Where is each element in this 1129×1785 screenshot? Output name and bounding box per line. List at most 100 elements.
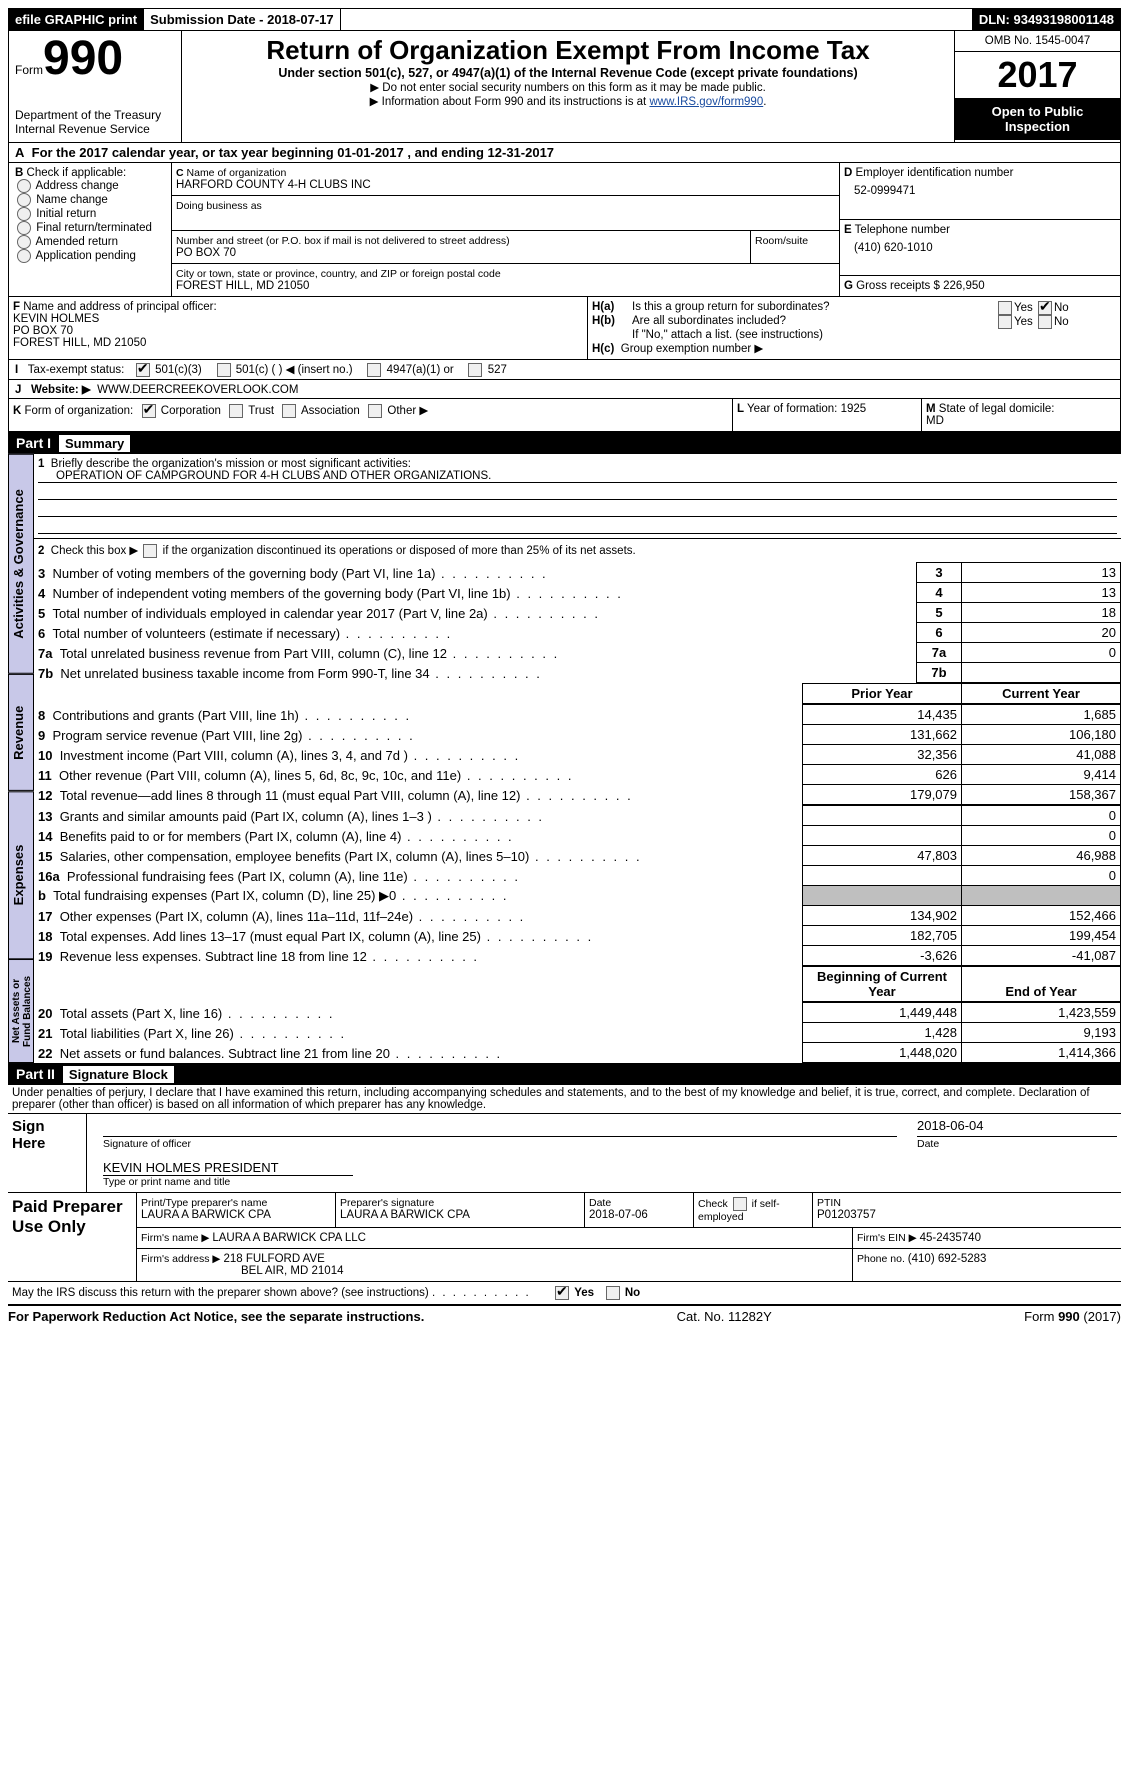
hc-text: Group exemption number ▶ (621, 343, 763, 355)
i-4947[interactable] (367, 363, 381, 377)
discuss-yes[interactable] (555, 1286, 569, 1300)
part1-body: Activities & Governance Revenue Expenses… (8, 454, 1121, 1063)
dept-line1: Department of the Treasury (15, 108, 175, 122)
gov-table: 3 Number of voting members of the govern… (34, 562, 1121, 683)
tab-governance: Activities & Governance (8, 454, 34, 674)
exp-table: 13 Grants and similar amounts paid (Part… (34, 805, 1121, 966)
firm-phone: (410) 692-5283 (908, 1253, 987, 1265)
gross-receipts: 226,950 (943, 280, 985, 292)
firm-name: LAURA A BARWICK CPA LLC (212, 1232, 366, 1244)
b-radio[interactable] (17, 207, 31, 221)
footer: For Paperwork Reduction Act Notice, see … (8, 1305, 1121, 1324)
state-domicile: MD (926, 415, 944, 427)
street-label: Number and street (or P.O. box if mail i… (176, 235, 746, 247)
form-title: Return of Organization Exempt From Incom… (192, 35, 944, 66)
b-item: Name change (15, 193, 165, 207)
sig-officer-label: Signature of officer (103, 1136, 897, 1150)
mission: OPERATION OF CAMPGROUND FOR 4-H CLUBS AN… (38, 470, 1117, 483)
tab-revenue: Revenue (8, 674, 34, 791)
submission-cell: Submission Date - 2018-07-17 (144, 9, 341, 30)
box-b: B Check if applicable: Address change Na… (9, 163, 172, 296)
k-assoc[interactable] (282, 404, 296, 418)
phone: (410) 620-1010 (844, 236, 1116, 260)
b-radio[interactable] (17, 221, 31, 235)
b-radio[interactable] (17, 235, 31, 249)
subtitle-2: Do not enter social security numbers on … (192, 80, 944, 94)
i-501c[interactable] (217, 363, 231, 377)
dln-label: DLN: (979, 12, 1014, 27)
line-a-end: 12-31-2017 (488, 145, 555, 160)
part2-header: Part IISignature Block (8, 1063, 1121, 1085)
dln-value: 93493198001148 (1013, 12, 1114, 27)
b-item: Initial return (15, 207, 165, 221)
box-deg: D Employer identification number 52-0999… (839, 163, 1120, 296)
dba-label: Doing business as (176, 200, 835, 212)
b-radio[interactable] (17, 193, 31, 207)
prep-name: LAURA A BARWICK CPA (141, 1209, 331, 1221)
efile-label: efile GRAPHIC print (9, 9, 144, 30)
form990-link[interactable]: www.IRS.gov/form990 (649, 96, 763, 108)
header-mid: Return of Organization Exempt From Incom… (182, 31, 954, 142)
ha-yes[interactable] (998, 301, 1012, 315)
subtitle-3a: Information about Form 990 and its instr… (370, 96, 650, 108)
paid-label: Paid Preparer Use Only (8, 1193, 136, 1281)
header-left: Form990 Department of the Treasury Inter… (9, 31, 182, 142)
tax-year: 2017 (955, 52, 1120, 98)
open-to-public: Open to Public Inspection (955, 98, 1120, 140)
j-label: Website: ▶ (31, 384, 91, 396)
h-note: If "No," attach a list. (see instruction… (592, 329, 1116, 341)
box-h: H(a)Is this a group return for subordina… (588, 297, 1120, 359)
topbar: efile GRAPHIC print Submission Date - 20… (8, 8, 1121, 31)
firm-ein: 45-2435740 (920, 1232, 981, 1244)
hb-yes[interactable] (998, 315, 1012, 329)
fh-block: F Name and address of principal officer:… (8, 297, 1121, 360)
form-number: 990 (43, 32, 123, 85)
discuss-no[interactable] (606, 1286, 620, 1300)
room-label: Room/suite (755, 235, 835, 247)
city: FOREST HILL, MD 21050 (176, 280, 835, 292)
dln-cell: DLN: 93493198001148 (973, 9, 1120, 30)
self-emp-check[interactable] (733, 1197, 747, 1211)
cat-no: Cat. No. 11282Y (677, 1309, 772, 1324)
l2-checkbox[interactable] (143, 544, 157, 558)
rev-table: 8 Contributions and grants (Part VIII, l… (34, 704, 1121, 805)
dept-line2: Internal Revenue Service (15, 122, 175, 136)
k-trust[interactable] (229, 404, 243, 418)
box-c: C Name of organization HARFORD COUNTY 4-… (172, 163, 839, 296)
l1-label: Briefly describe the organization's miss… (51, 458, 411, 470)
firm-addr1: 218 FULFORD AVE (223, 1253, 324, 1265)
m-label: State of legal domicile: (939, 403, 1055, 415)
prep-date: 2018-07-06 (589, 1209, 689, 1221)
header-right: OMB No. 1545-0047 2017 Open to Public In… (954, 31, 1120, 142)
net-header: Beginning of Current YearEnd of Year (34, 966, 1121, 1002)
k-corp[interactable] (142, 404, 156, 418)
ha-text: Is this a group return for subordinates? (632, 301, 996, 315)
form-word: Form (15, 63, 43, 77)
ein: 52-0999471 (844, 179, 1116, 203)
ptin: P01203757 (817, 1209, 1117, 1221)
b-item: Final return/terminated (15, 221, 165, 235)
officer-type-label: Type or print name and title (103, 1176, 1117, 1188)
hb-text: Are all subordinates included? (632, 315, 996, 329)
k-other[interactable] (368, 404, 382, 418)
l-label: Year of formation: (747, 403, 841, 415)
submission-date: 2018-07-17 (267, 12, 334, 27)
i-501c3[interactable] (136, 363, 150, 377)
officer-typed: KEVIN HOLMES PRESIDENT (103, 1160, 353, 1176)
hb-no[interactable] (1038, 315, 1052, 329)
b-radio[interactable] (17, 249, 31, 263)
net-table: 20 Total assets (Part X, line 16)1,449,4… (34, 1002, 1121, 1063)
i-527[interactable] (468, 363, 482, 377)
b-item: Address change (15, 179, 165, 193)
line-a-text-b: , and ending (404, 145, 488, 160)
b-item: Amended return (15, 235, 165, 249)
submission-label: Submission Date - (150, 12, 267, 27)
pra-notice: For Paperwork Reduction Act Notice, see … (8, 1309, 424, 1324)
subtitle-1: Under section 501(c), 527, or 4947(a)(1)… (192, 66, 944, 80)
b-radio[interactable] (17, 179, 31, 193)
e-label: Telephone number (855, 224, 950, 236)
ha-no[interactable] (1038, 301, 1052, 315)
k-label: Form of organization: (25, 405, 134, 417)
l2-text: Check this box ▶ if the organization dis… (51, 545, 636, 557)
c-name-label: Name of organization (187, 167, 287, 179)
